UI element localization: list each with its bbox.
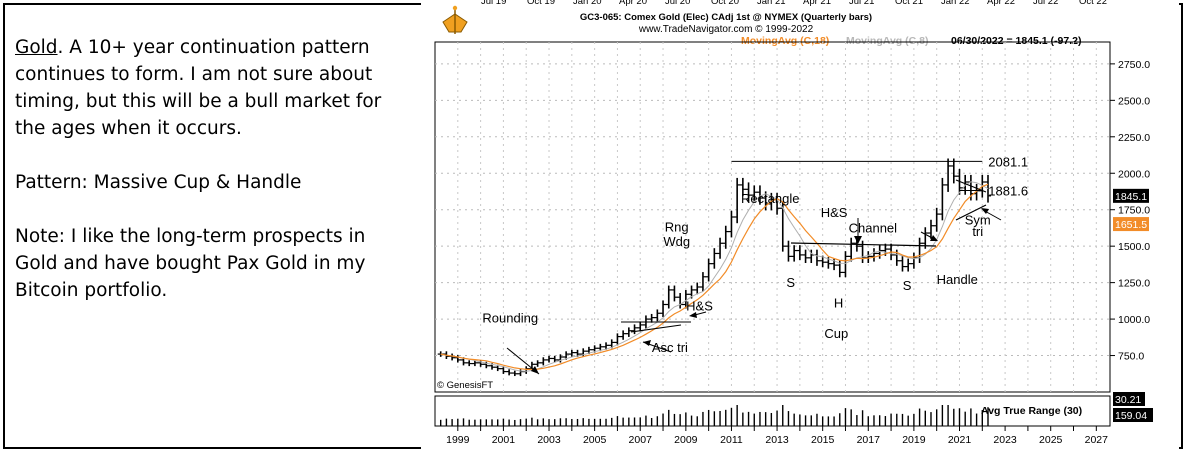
annotation-label: H: [834, 295, 843, 310]
gold-chart: Jul 19 Oct 19 Jan 20 Apr 20 Jul 20 Oct 20 Jan …: [421, 0, 1179, 449]
plot-area: [434, 41, 1111, 393]
asc-tri-line: [630, 324, 682, 333]
top-date-label: Oct 19: [527, 0, 555, 7]
y-tick-label: 1750.0: [1118, 205, 1150, 217]
gold-link: Gold: [15, 37, 58, 58]
y-tick-label: 1500.0: [1118, 241, 1150, 253]
x-tick-label: 2025: [1039, 434, 1063, 446]
x-tick-label: 2009: [674, 434, 698, 446]
x-tick-label: 2005: [583, 434, 607, 446]
top-date-label: Oct 20: [711, 0, 739, 7]
atr-label: Avg True Range (30): [981, 405, 1082, 417]
x-tick-label: 2017: [857, 434, 881, 446]
annotation-label: Sym: [965, 212, 991, 227]
y-axis: 750.0 1000.0 1250.0 1500.0 1750.0 2000.0 2250.…: [1110, 59, 1150, 363]
x-tick-label: 1999: [446, 434, 470, 446]
price-tag-label: 1651.5: [1115, 219, 1147, 231]
top-date-label: Jan 20: [573, 0, 602, 7]
last-bar-label: 06/30/2022 = 1845.1 (-97.2): [951, 35, 1081, 47]
y-tick-label: 2500.0: [1118, 95, 1150, 107]
top-date-label: Oct 22: [1079, 0, 1107, 7]
annotation-label: Cup: [824, 326, 848, 341]
top-date-label: Jul 21: [849, 0, 874, 7]
level-label: 1881.6: [988, 184, 1028, 199]
annotation-label: Wdg: [663, 234, 690, 249]
x-tick-label: 2011: [720, 434, 743, 446]
sym-tri-lower: [955, 204, 987, 221]
top-date-label: Jan 21: [757, 0, 786, 7]
top-date-label: Oct 21: [895, 0, 923, 7]
sym-tri-upper: [955, 179, 987, 193]
y-tick-label: 1000.0: [1118, 314, 1150, 326]
x-axis: 1999 2001 2003 2005 2007 2009 2011 2013 2015 2017…: [446, 426, 1108, 446]
y-tick-label: 2750.0: [1118, 59, 1150, 71]
top-date-labels: Jul 19 Oct 19 Jan 20 Apr 20 Jul 20 Oct 20 Jan …: [481, 0, 1107, 7]
commentary-panel: Gold. A 10+ year continuation pattern co…: [15, 34, 410, 331]
top-date-label: Apr 21: [803, 0, 831, 7]
x-tick-label: 2021: [948, 434, 972, 446]
annotation-label: Rectangle: [741, 191, 800, 206]
x-tick-label: 2015: [811, 434, 835, 446]
x-tick-label: 2003: [537, 434, 561, 446]
annotation-label: H&S: [821, 205, 848, 220]
y-tick-label: 750.0: [1118, 351, 1144, 363]
top-date-label: Apr 22: [987, 0, 1015, 7]
y-tick-label: 2250.0: [1118, 132, 1150, 144]
gold-paragraph: Gold. A 10+ year continuation pattern co…: [15, 34, 410, 142]
price-tag-box: [1113, 188, 1149, 203]
pattern-lines: [621, 179, 987, 333]
atr-panel: Avg True Range (30) 30.21 159.04: [434, 392, 1153, 427]
x-tick-label: 2007: [629, 434, 653, 446]
annotation-label: Rounding: [482, 311, 538, 326]
trade-navigator-logo: [442, 5, 468, 34]
chart-svg: Jul 19 Oct 19 Jan 20 Apr 20 Jul 20 Oct 20 Jan …: [421, 0, 1179, 449]
y-tick-label: 2000.0: [1118, 168, 1150, 180]
annotation-label: Channel: [849, 220, 898, 235]
top-date-label: Apr 20: [619, 0, 647, 7]
note-paragraph: Note: I like the long-term prospects in …: [15, 226, 366, 301]
top-date-label: Jul 19: [481, 0, 506, 7]
price-tag-label: 1845.1: [1115, 191, 1147, 203]
y-tick-label: 1250.0: [1118, 278, 1150, 290]
atr-value-1: 30.21: [1115, 394, 1141, 406]
gold-text: . A 10+ year continuation pattern contin…: [15, 37, 382, 139]
ma18-legend: MovingAvg (C,18): [741, 35, 829, 47]
annotation-label: S: [786, 275, 795, 290]
annotation-label: Asc tri: [652, 340, 688, 355]
x-tick-label: 2019: [902, 434, 926, 446]
chart-subtitle: www.TradeNavigator.com © 1999-2022: [638, 24, 814, 35]
annotation-label: S: [903, 278, 912, 293]
annotation-label: H&S: [686, 298, 713, 313]
atr-value-2: 159.04: [1115, 410, 1147, 422]
pattern-paragraph: Pattern: Massive Cup & Handle: [15, 172, 302, 193]
top-date-label: Jan 22: [941, 0, 970, 7]
x-tick-label: 2001: [492, 434, 516, 446]
top-date-label: Jul 22: [1033, 0, 1058, 7]
annotation-label: Rng: [665, 220, 689, 235]
price-tag-box: [1113, 217, 1149, 232]
channel-line: [790, 242, 937, 247]
ma8-legend: MovingAvg (C,8): [846, 35, 928, 47]
annotation-label: Handle: [937, 272, 978, 287]
annotation-label: tri: [972, 224, 983, 239]
level-lines: 2081.1 1881.6: [731, 154, 1028, 199]
price-tags: 1845.1 1651.5: [1113, 188, 1149, 232]
chart-title: GC3-065: Comex Gold (Elec) CAdj 1st @ NY…: [580, 12, 872, 23]
x-tick-label: 2027: [1085, 434, 1109, 446]
level-label: 2081.1: [988, 154, 1028, 169]
ma18-line: [440, 183, 989, 370]
annotation-arrows: [506, 208, 1002, 375]
watermark: © GenesisFT: [437, 380, 493, 391]
x-tick-label: 2013: [765, 434, 789, 446]
x-tick-label: 2023: [993, 434, 1017, 446]
top-date-label: Jul 20: [665, 0, 690, 7]
